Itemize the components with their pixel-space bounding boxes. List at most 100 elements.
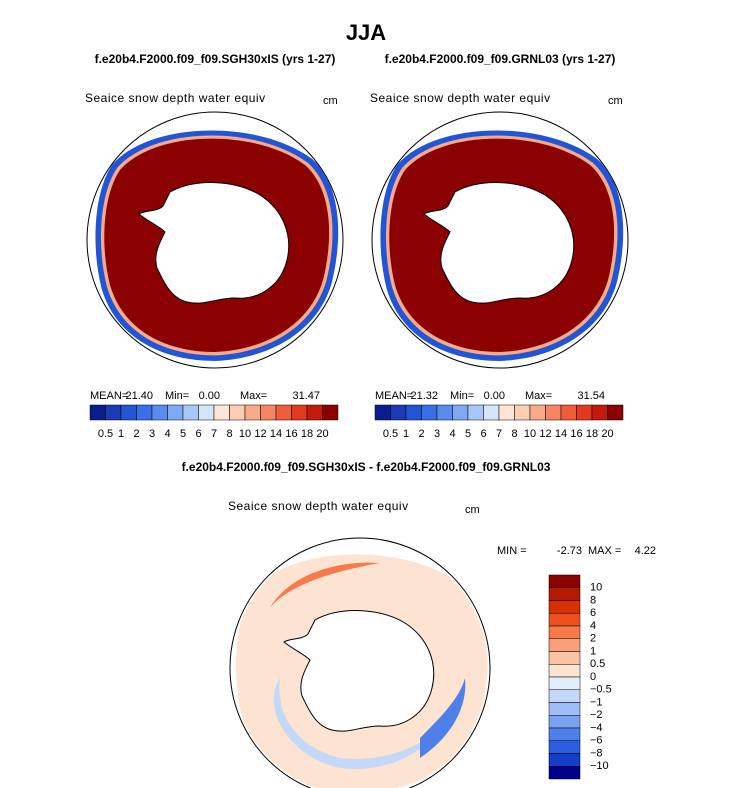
units-label: cm <box>323 95 338 107</box>
colorbar-label: 1 <box>118 428 124 440</box>
colorbar-box <box>498 404 515 421</box>
colorbar-label: 2 <box>590 633 596 645</box>
colorbar-label: 1 <box>590 645 596 657</box>
colorbar-label: 5 <box>465 428 471 440</box>
colorbar-box <box>436 404 453 421</box>
colorbar-label: 4 <box>449 428 455 440</box>
colorbar-label: 8 <box>226 428 232 440</box>
field-label: Seaice snow depth water equiv <box>85 91 266 105</box>
colorbar-label: 0.5 <box>383 428 398 440</box>
colorbar-label: 20 <box>601 428 613 440</box>
colorbar-box <box>548 740 581 754</box>
stat-value: 31.47 <box>292 390 320 402</box>
colorbar-box <box>483 404 500 421</box>
colorbar-box <box>548 676 581 690</box>
colorbar-box <box>548 600 581 614</box>
colorbar-label: 3 <box>149 428 155 440</box>
colorbar-box <box>548 625 581 639</box>
colorbar-label: 18 <box>301 428 313 440</box>
colorbar-label: 20 <box>316 428 328 440</box>
panel-subtitle: f.e20b4.F2000.f09_f09.GRNL03 (yrs 1-27) <box>385 52 616 66</box>
colorbar-label: −1 <box>590 696 603 708</box>
colorbar-box <box>548 574 581 588</box>
colorbar-label: 8 <box>511 428 517 440</box>
colorbar-label: 12 <box>254 428 266 440</box>
colorbar-box <box>291 404 308 421</box>
colorbar-box <box>105 404 122 421</box>
main-title: JJA <box>346 20 386 45</box>
colorbar-box <box>421 404 438 421</box>
colorbar-label: 10 <box>239 428 251 440</box>
colorbar-box <box>136 404 153 421</box>
stat-name: Min= <box>450 390 474 402</box>
colorbar-label: −2 <box>590 709 603 721</box>
colorbar-box <box>548 753 581 767</box>
colorbar-label: 6 <box>480 428 486 440</box>
min-label: MIN = <box>497 545 527 557</box>
map <box>371 111 629 369</box>
colorbar-box <box>548 651 581 665</box>
colorbar-label: 8 <box>590 594 596 606</box>
colorbar-box <box>405 404 422 421</box>
colorbar-label: 16 <box>285 428 297 440</box>
colorbar-box <box>306 404 323 421</box>
colorbar-box <box>548 587 581 601</box>
colorbar-box <box>229 404 246 421</box>
colorbar-label: 5 <box>180 428 186 440</box>
colorbar-label: 2 <box>133 428 139 440</box>
colorbar-box <box>514 404 531 421</box>
colorbar-label: 0.5 <box>590 658 605 670</box>
colorbar-label: 4 <box>164 428 170 440</box>
colorbar-label: 7 <box>496 428 502 440</box>
colorbar-label: −0.5 <box>590 684 612 696</box>
units-label: cm <box>465 504 480 516</box>
colorbar-box <box>374 404 391 421</box>
colorbar-label: 2 <box>418 428 424 440</box>
colorbar-label: 14 <box>270 428 282 440</box>
colorbar-box <box>260 404 277 421</box>
colorbar-label: 12 <box>539 428 551 440</box>
colorbar-label: 1 <box>403 428 409 440</box>
colorbar-label: 3 <box>434 428 440 440</box>
colorbar-box <box>548 638 581 652</box>
colorbar-box <box>576 404 593 421</box>
colorbar-box <box>167 404 184 421</box>
map <box>229 537 491 788</box>
colorbar-box <box>545 404 562 421</box>
colorbar-box <box>244 404 261 421</box>
field-label: Seaice snow depth water equiv <box>228 499 409 513</box>
colorbar-label: 6 <box>195 428 201 440</box>
max-value: 4.22 <box>635 545 656 557</box>
stat-name: Max= <box>525 390 552 402</box>
max-label: MAX = <box>588 545 621 557</box>
colorbar-label: 10 <box>590 582 602 594</box>
colorbar-label: 7 <box>211 428 217 440</box>
stat-value: 0.00 <box>199 390 220 402</box>
colorbar-box <box>89 404 106 421</box>
stat-value: 21.32 <box>410 390 438 402</box>
colorbar-box <box>390 404 407 421</box>
colorbar-box <box>560 404 577 421</box>
colorbar-box <box>213 404 230 421</box>
field-label: Seaice snow depth water equiv <box>370 91 551 105</box>
stat-value: 0.00 <box>484 390 505 402</box>
colorbar-label: −10 <box>590 760 609 772</box>
stat-name: MEAN= <box>90 390 128 402</box>
colorbar-box <box>182 404 199 421</box>
colorbar-label: 0.5 <box>98 428 113 440</box>
colorbar-box <box>548 766 581 780</box>
stat-value: 21.40 <box>125 390 153 402</box>
colorbar-box <box>548 689 581 703</box>
colorbar-box <box>548 715 581 729</box>
colorbar-box <box>120 404 137 421</box>
map <box>86 111 344 369</box>
units-label: cm <box>608 95 623 107</box>
colorbar-box <box>591 404 608 421</box>
colorbar-label: 16 <box>570 428 582 440</box>
stat-name: Min= <box>165 390 189 402</box>
colorbar-box <box>529 404 546 421</box>
diff-title: f.e20b4.F2000.f09_f09.SGH30xIS - f.e20b4… <box>182 460 551 474</box>
stat-value: 31.54 <box>577 390 605 402</box>
colorbar-label: −6 <box>590 735 603 747</box>
stat-name: Max= <box>240 390 267 402</box>
